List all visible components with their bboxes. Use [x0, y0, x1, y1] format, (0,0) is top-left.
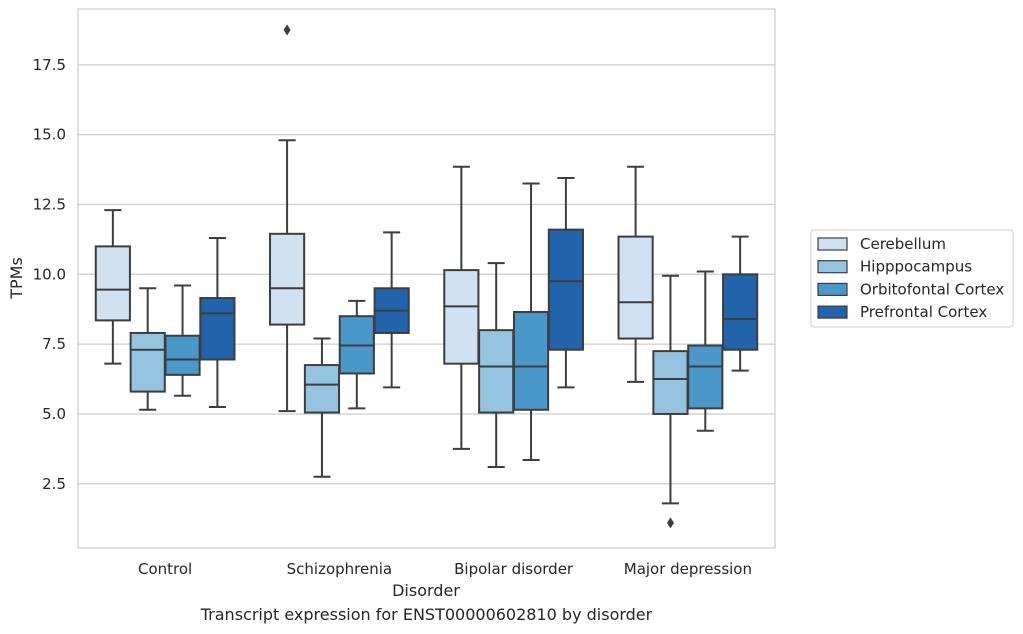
- y-tick-label: 2.5: [42, 475, 66, 493]
- box-hipppocampus: [478, 262, 515, 469]
- box-cerebellum: [617, 165, 654, 383]
- y-axis-ticks: 2.5 5.0 7.5 10.0 12.5 15.0 17.5: [33, 56, 66, 493]
- box-orbitofontal-cortex: [512, 182, 550, 462]
- box-iqr: [547, 228, 584, 351]
- box-hipppocampus: [129, 287, 166, 411]
- box-cerebellum: [443, 165, 480, 450]
- box-iqr: [617, 235, 654, 340]
- x-tick-label: Major depression: [624, 560, 752, 578]
- y-tick-label: 15.0: [33, 126, 66, 144]
- x-tick-label: Control: [138, 560, 192, 578]
- box-hipppocampus: [303, 337, 341, 478]
- box-iqr: [443, 269, 480, 365]
- boxes: [94, 24, 759, 529]
- y-tick-label: 5.0: [42, 405, 66, 423]
- box-hipppocampus: [652, 274, 689, 529]
- box-cerebellum: [269, 24, 306, 413]
- y-tick-label: 10.0: [33, 265, 66, 283]
- box-iqr: [687, 344, 724, 410]
- legend-swatch: [817, 237, 848, 251]
- x-axis-title: Disorder: [392, 581, 460, 600]
- box-orbitofontal-cortex: [338, 299, 375, 410]
- legend-swatch: [817, 260, 848, 274]
- legend-swatch: [817, 282, 848, 296]
- box-iqr: [269, 232, 306, 326]
- x-tick-label: Bipolar disorder: [454, 560, 574, 578]
- figure-caption: Transcript expression for ENST0000060281…: [200, 605, 653, 624]
- box-iqr: [129, 331, 166, 393]
- box-prefrontal-cortex: [199, 237, 236, 408]
- x-axis-ticks: Control Schizophrenia Bipolar disorder Majo…: [138, 560, 752, 578]
- y-tick-label: 7.5: [42, 335, 66, 353]
- legend-swatch: [817, 305, 848, 319]
- outlier-point: [283, 24, 291, 36]
- legend-frame: [810, 229, 1014, 328]
- legend: Cerebellum Hipppocampus Orbitofontal Corte…: [810, 229, 1014, 328]
- box-orbitofontal-cortex: [164, 284, 201, 397]
- box-iqr: [199, 297, 236, 361]
- y-axis-title: TPMs: [7, 257, 26, 300]
- legend-label: Orbitofontal Cortex: [860, 280, 1004, 298]
- box-cerebellum: [94, 209, 131, 365]
- outlier-point: [666, 517, 674, 529]
- box-iqr: [512, 311, 550, 411]
- box-prefrontal-cortex: [722, 235, 759, 372]
- legend-label: Prefrontal Cortex: [860, 303, 987, 321]
- box-iqr: [652, 350, 689, 415]
- legend-label: Cerebellum: [860, 235, 946, 253]
- box-iqr: [478, 329, 515, 414]
- box-iqr: [164, 334, 201, 376]
- legend-label: Hipppocampus: [860, 258, 972, 276]
- x-tick-label: Schizophrenia: [287, 560, 392, 578]
- plot-area-frame: [77, 8, 776, 549]
- box-iqr: [303, 364, 341, 414]
- box-iqr: [722, 273, 759, 351]
- box-prefrontal-cortex: [547, 176, 584, 389]
- box-iqr: [94, 245, 131, 322]
- box-prefrontal-cortex: [373, 231, 410, 389]
- y-tick-label: 17.5: [33, 56, 66, 74]
- y-tick-label: 12.5: [33, 195, 66, 213]
- box-orbitofontal-cortex: [687, 270, 724, 432]
